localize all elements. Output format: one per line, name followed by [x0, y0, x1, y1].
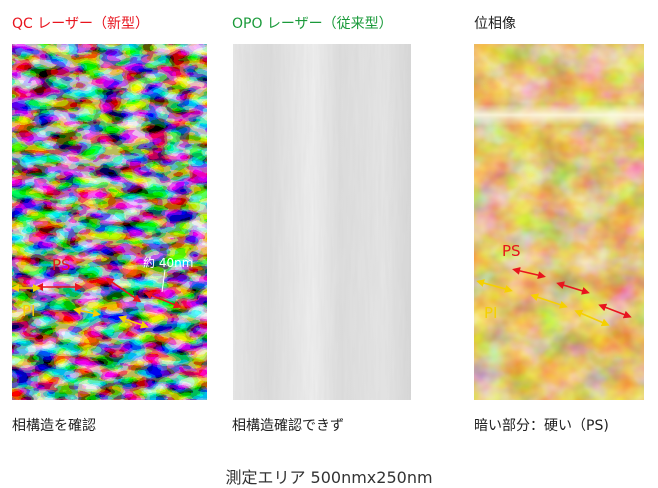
- phase-panel-title: 位相像: [474, 16, 516, 32]
- phase-pi-arrow-2: [530, 293, 568, 309]
- qc-caption: 相構造を確認: [12, 418, 96, 434]
- qc-pi-arrow-3: [118, 315, 149, 329]
- opo-caption: 相構造確認できず: [232, 418, 344, 434]
- opo-laser-image: [233, 44, 411, 400]
- phase-caption: 暗い部分：硬い（PS): [474, 418, 609, 434]
- qc-texture: [12, 44, 207, 400]
- phase-pi-arrow-3: [574, 309, 610, 327]
- phase-ps-label: PS: [502, 242, 521, 260]
- qc-scale-pointer: [161, 269, 166, 293]
- qc-scale-label: 約 40nm: [143, 256, 194, 270]
- phase-pi-label: PI: [484, 304, 498, 322]
- phase-pi-arrow-1: [476, 279, 513, 293]
- qc-ps-label: PS: [52, 256, 71, 274]
- qc-pi-label: PI: [22, 302, 36, 320]
- qc-panel-title: QC レーザー（新型）: [12, 16, 149, 32]
- measurement-area-label: 測定エリア 500nmx250nm: [225, 468, 433, 487]
- phase-ps-arrow-3: [598, 303, 632, 319]
- qc-pi-arrow-2: [73, 306, 101, 318]
- phase-image: PS PI: [474, 44, 644, 400]
- phase-ps-arrow-2: [556, 281, 590, 295]
- opo-panel-title: OPO レーザー（従来型）: [232, 16, 393, 32]
- phase-texture: [474, 44, 644, 400]
- opo-texture: [233, 44, 411, 400]
- qc-laser-image: PS PI 約 40nm: [12, 44, 207, 400]
- qc-ps-arrow-3: [144, 291, 182, 309]
- qc-ps-arrow-2: [105, 277, 142, 303]
- phase-ps-arrow-1: [512, 267, 546, 279]
